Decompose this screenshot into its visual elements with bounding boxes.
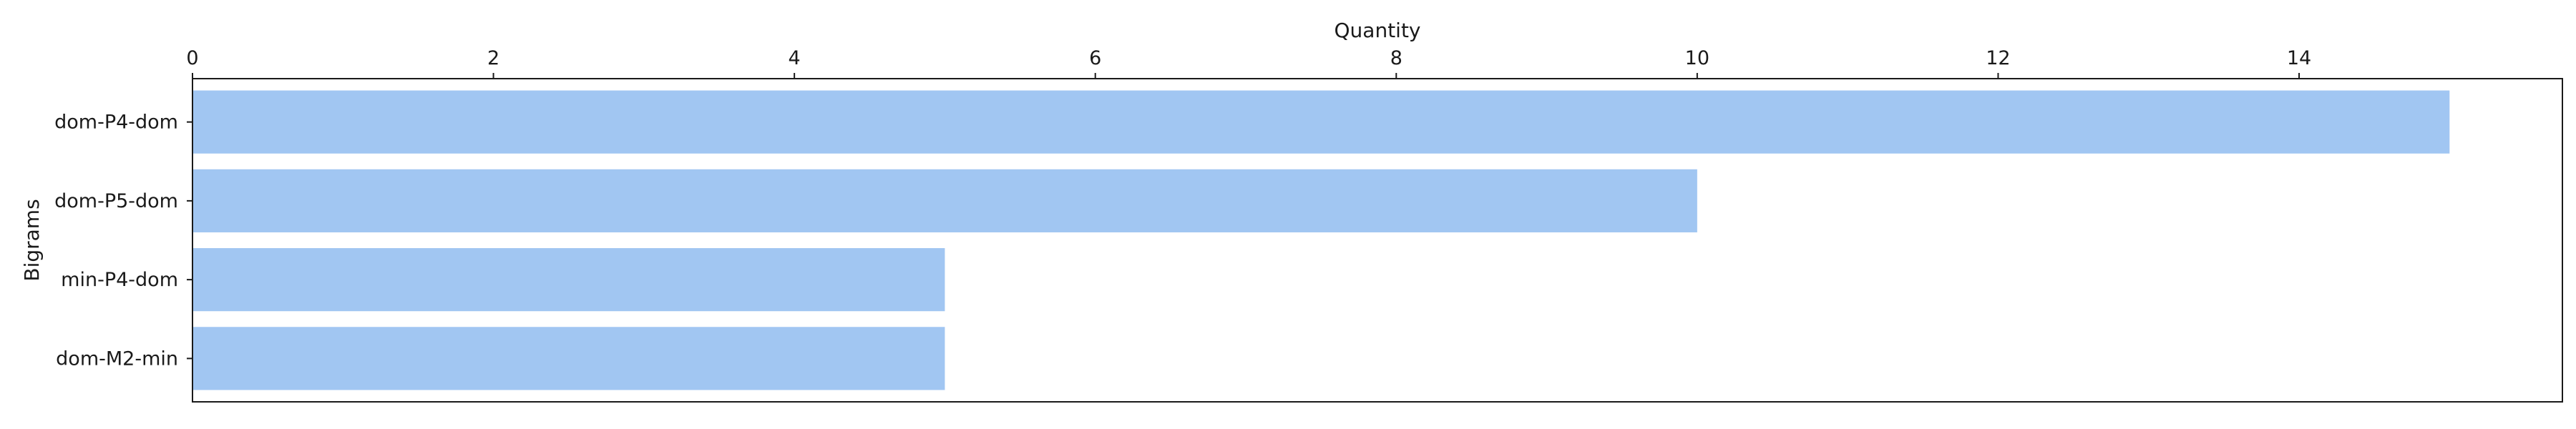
y-tick-label: dom-P5-dom — [54, 190, 178, 212]
x-tick-label: 4 — [789, 47, 801, 69]
x-tick-label: 6 — [1089, 47, 1101, 69]
x-tick-label: 2 — [487, 47, 499, 69]
y-tick-label: dom-P4-dom — [54, 112, 178, 134]
y-categories-group: dom-P4-dom dom-P5-dom min-P4-dom dom-M2-min — [54, 112, 192, 370]
bars-group — [192, 90, 2450, 390]
plot-frame — [192, 78, 2563, 403]
bar-dom-P4-dom — [192, 90, 2450, 154]
bar-dom-P5-dom — [192, 169, 1697, 232]
x-tick-label: 14 — [2287, 47, 2311, 69]
x-tick-label: 0 — [186, 47, 198, 69]
bar-min-P4-dom — [192, 248, 945, 312]
x-tick-label: 12 — [1986, 47, 2010, 69]
bar-dom-M2-min — [192, 327, 945, 390]
x-axis-title: Quantity — [1335, 19, 1421, 42]
x-tick-label: 8 — [1390, 47, 1402, 69]
y-axis-title: Bigrams — [20, 199, 44, 281]
x-ticks-group: 0 2 4 6 8 10 12 14 — [186, 47, 2311, 79]
y-tick-label: min-P4-dom — [61, 269, 178, 291]
y-tick-label: dom-M2-min — [56, 347, 178, 370]
x-tick-label: 10 — [1685, 47, 1709, 69]
